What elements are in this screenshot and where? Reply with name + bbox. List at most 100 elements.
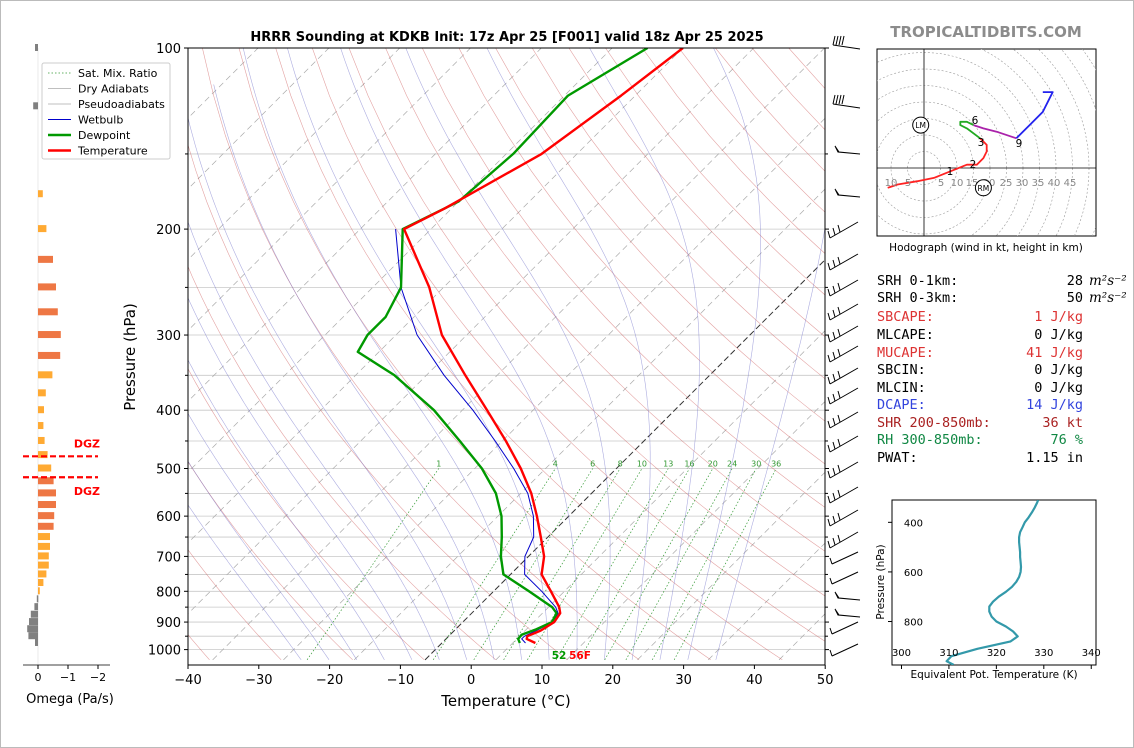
mucape-label: MUCAPE: (877, 345, 934, 361)
srh03-unit: m²s⁻² (1089, 290, 1127, 306)
wind-barb (827, 345, 859, 363)
omega-bar (38, 283, 56, 291)
hodograph-ring-label: 10 (885, 178, 898, 189)
omega-bar (38, 422, 44, 430)
legend: Sat. Mix. Ratio Dry Adiabats Pseudoadiabat… (41, 62, 171, 160)
isotherm-line (708, 542, 825, 661)
omega-bar (38, 451, 48, 459)
omega-bar (34, 603, 38, 611)
sbcape-value: 1 J/kg (1034, 309, 1083, 325)
storm-motion-marker (912, 116, 930, 134)
theta-e-clip (945, 500, 1040, 665)
mixing-ratio-line (503, 468, 621, 661)
y-tick-label: 300 (156, 329, 181, 344)
omega-bar (38, 389, 46, 397)
dgz-label: DGZ (74, 437, 100, 450)
omega-bar (38, 331, 61, 339)
srh01-value: 28 (1066, 273, 1083, 289)
wind-barb (827, 253, 859, 271)
omega-bar (38, 570, 47, 578)
sbcape-label: SBCAPE: (877, 309, 934, 325)
wind-barb-mark (827, 531, 859, 549)
pwat-value: 1.15 in (1026, 450, 1083, 466)
pseudoadiabat-line (589, 48, 700, 660)
mlcape-label: MLCAPE: (877, 327, 934, 343)
wind-barb-mark (827, 509, 859, 527)
shr-row: SHR 200-850mb: 36 kt (877, 415, 1083, 466)
theta-e-line (945, 500, 1040, 665)
wind-barb-mark (834, 608, 861, 618)
dry-adiabat-line (188, 265, 497, 661)
wind-barb (834, 591, 861, 601)
hodograph-trace-3-6km (959, 120, 981, 140)
sbcape-row: SBCAPE: 1 J/kg (877, 309, 1083, 360)
hodograph-height-label: 9 (1016, 138, 1023, 150)
wind-barb-mark (827, 303, 859, 321)
brand-watermark: TROPICALTIDBITS.COM (890, 23, 1082, 41)
pwat-label: PWAT: (877, 450, 918, 466)
omega-bar (38, 308, 58, 316)
x-tick-label: 50 (817, 673, 834, 688)
pseudoadiabat-line (486, 48, 651, 660)
isotherm-line (566, 401, 825, 661)
isotherm-line (495, 330, 825, 661)
y-tick-label: 500 (156, 463, 181, 478)
wind-barb (827, 509, 859, 527)
y-tick-label: 800 (156, 585, 181, 600)
omega-bar (35, 638, 38, 646)
omega-bar (29, 618, 38, 626)
srh01-label: SRH 0-1km: (877, 273, 959, 289)
mixing-ratio-label: 36 (771, 460, 781, 469)
hodograph-height-label: 6 (972, 115, 979, 127)
mixing-ratio-line (473, 468, 593, 661)
theta-e-y-tick-label: 800 (904, 618, 923, 629)
mixing-ratio-label: 24 (727, 460, 737, 469)
zero-isotherm-line (424, 259, 825, 661)
wind-barb (827, 486, 859, 504)
storm-motion-label: RM (978, 184, 990, 193)
theta-e-x-tick-label: 320 (987, 648, 1006, 659)
omega-bar (38, 351, 61, 359)
isotherm-line (188, 48, 613, 473)
y-axis-label: Pressure (hPa) (121, 303, 139, 411)
pseudoadiabat-line (188, 359, 385, 660)
sbcin-row: SBCIN: 0 J/kg (877, 362, 1083, 413)
pseudoadiabat-line (188, 297, 413, 660)
isotherm-line (188, 48, 542, 402)
srh03-value: 50 (1066, 290, 1083, 306)
omega-tick-label: −2 (90, 671, 106, 684)
mixing-ratio-label: 4 (553, 460, 558, 469)
hodograph-ring-label: 25 (1000, 178, 1013, 189)
wind-barb-mark (829, 551, 859, 565)
dry-adiabat-line (495, 48, 825, 422)
pseudoadiabat-line (715, 226, 825, 660)
dry-adiabat-line (422, 48, 825, 508)
hodograph-clip (877, 49, 1096, 236)
pseudoadiabat-line (188, 221, 440, 660)
y-tick-label: 100 (156, 42, 181, 57)
pseudoadiabat-line (405, 48, 611, 660)
dry-adiabat-line (275, 48, 783, 661)
isotherm-line (188, 48, 330, 190)
omega-tick-label: 0 (35, 671, 42, 684)
theta-e-y-tick-label: 400 (904, 518, 923, 529)
omega-bar (35, 44, 38, 51)
wind-barb (829, 621, 859, 635)
dry-adiabat-line (458, 48, 825, 465)
omega-bar (33, 102, 38, 110)
theta-e-y-axis-label: Pressure (hPa) (875, 544, 887, 619)
dry-adiabat-line (348, 48, 825, 597)
theta-e-panel: 400 600 800 300 310 320 330 340 Equivalent Pot. … (875, 499, 1101, 681)
omega-bar (38, 464, 52, 472)
omega-bar (38, 489, 56, 497)
omega-bar (38, 533, 50, 541)
hodograph-ring-label: 5 (905, 178, 911, 189)
skewt-background (188, 48, 825, 661)
omega-bar (38, 561, 49, 569)
wind-barb (829, 643, 859, 657)
omega-bar (38, 512, 55, 520)
omega-bar (38, 190, 43, 198)
wind-barb (827, 303, 859, 321)
wind-barb (832, 94, 861, 109)
dgz-label: DGZ (74, 485, 100, 498)
